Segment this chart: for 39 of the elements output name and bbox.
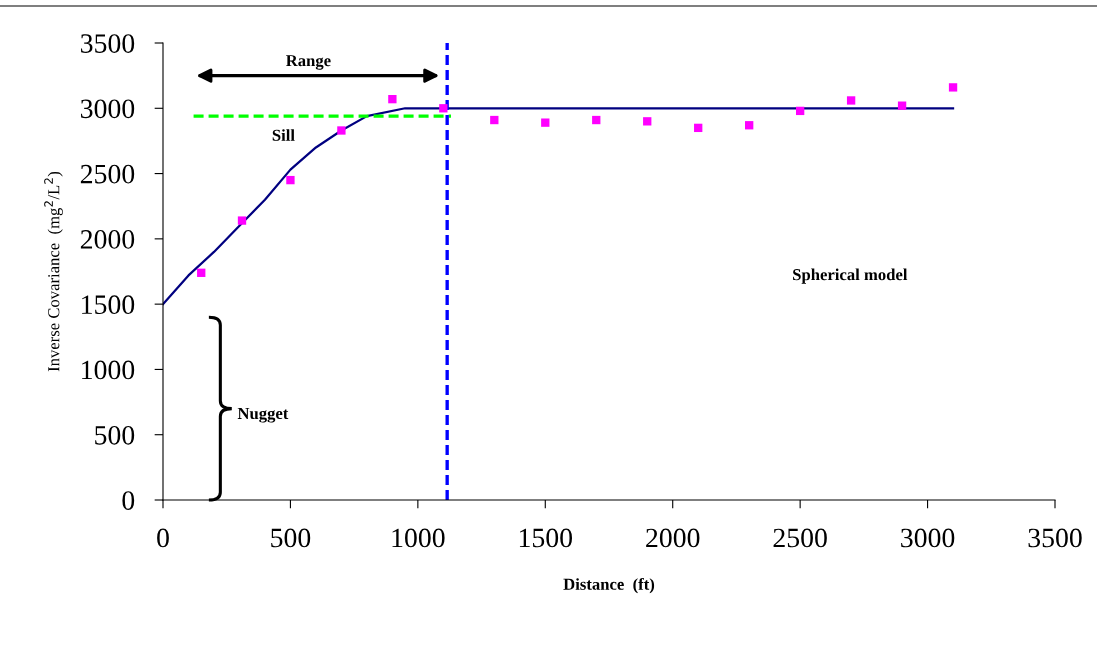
y-tick-label: 2500 — [80, 164, 135, 184]
point — [490, 115, 499, 125]
y-tick-label: 500 — [95, 425, 135, 445]
y-tick-label: 1500 — [82, 295, 135, 315]
x-tick-label: 3000 — [901, 528, 955, 548]
y-tick-label: 1000 — [82, 360, 135, 380]
x-tick-label: 0 — [157, 528, 169, 548]
point — [745, 121, 754, 130]
point — [897, 101, 907, 110]
point — [643, 117, 652, 126]
point — [541, 118, 550, 127]
y-axis-title: Inverse Covariance (mg$^{2}$/L$^{2}$) — [44, 171, 63, 372]
point — [948, 83, 958, 92]
y-tick-label: 3000 — [80, 99, 135, 119]
point — [197, 268, 206, 277]
x-tick-label: 500 — [271, 528, 311, 548]
point — [592, 115, 601, 125]
x-tick-label: 2000 — [646, 528, 700, 548]
point — [286, 175, 295, 185]
y-tick-label: 3500 — [80, 34, 135, 53]
line-series — [163, 107, 955, 306]
x-tick-label: 3500 — [1028, 528, 1082, 548]
x-tick-label: 1000 — [392, 528, 445, 548]
x-axis-title: Distance (ft) — [563, 577, 655, 594]
point — [337, 126, 346, 135]
point — [694, 123, 703, 133]
point — [795, 106, 805, 116]
annotation: Sill — [272, 129, 295, 141]
y-tick-label: 2000 — [80, 230, 135, 249]
y-tick-label: 0 — [122, 491, 135, 510]
point — [237, 216, 247, 225]
annotation: Range — [285, 55, 331, 70]
annotation: Nugget — [237, 407, 289, 423]
annotation: Spherical model — [793, 268, 908, 284]
point — [439, 104, 448, 113]
x-tick-label: 2500 — [773, 528, 827, 548]
point — [846, 96, 856, 105]
point — [388, 94, 397, 104]
x-tick-label: 1500 — [519, 528, 572, 548]
